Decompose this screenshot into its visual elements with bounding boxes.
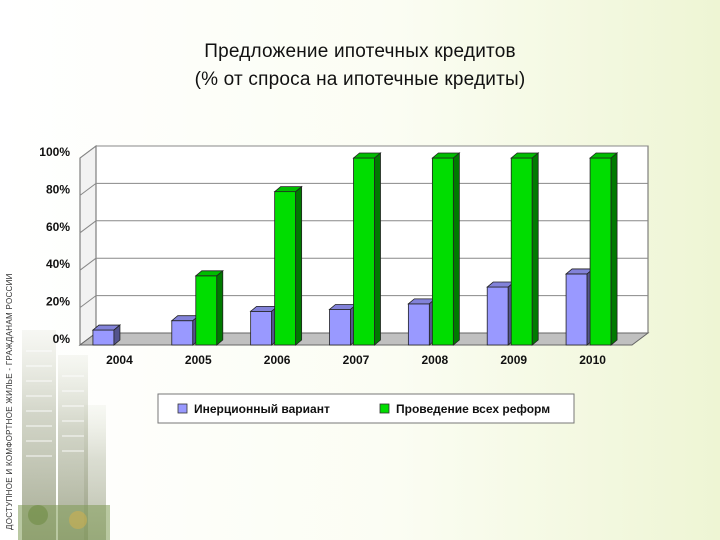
legend-label-inertial: Инерционный вариант	[194, 402, 330, 416]
slide-title: Предложение ипотечных кредитов (% от спр…	[0, 38, 720, 94]
bar-inertial-2010	[564, 268, 595, 346]
bar-inertial-2006	[249, 305, 279, 346]
plot-side-wall	[79, 145, 97, 346]
bar-reforms-2005	[194, 269, 224, 346]
bar-reforms-2008	[431, 152, 461, 346]
y-tick-label: 20%	[46, 295, 70, 309]
bar-inertial-2007	[328, 303, 358, 346]
y-tick-label: 60%	[46, 220, 70, 234]
x-tick-label: 2004	[106, 353, 133, 367]
bar-inertial-2008	[407, 298, 437, 346]
x-tick-label: 2009	[500, 353, 527, 367]
gridline-side	[79, 220, 97, 234]
bar-inertial-2004	[91, 324, 122, 346]
legend-swatch-inertial	[177, 403, 188, 414]
y-tick-label: 0%	[53, 332, 71, 346]
x-tick-label: 2005	[185, 353, 212, 367]
title-line-1: Предложение ипотечных кредитов	[204, 41, 516, 62]
y-tick-label: 40%	[46, 257, 70, 271]
gridline-side	[79, 257, 97, 271]
x-tick-label: 2010	[579, 353, 606, 367]
bar-inertial-2009	[486, 281, 516, 346]
x-tick-label: 2007	[343, 353, 370, 367]
bar-reforms-2010	[588, 152, 619, 346]
gridline-side	[79, 182, 97, 196]
bar-reforms-2007	[352, 152, 382, 346]
x-tick-label: 2008	[422, 353, 449, 367]
bar-reforms-2009	[510, 152, 540, 346]
bar-reforms-2006	[273, 185, 303, 346]
legend-swatch-reforms	[379, 403, 390, 414]
gridline-side	[79, 295, 97, 309]
y-tick-label: 80%	[46, 182, 70, 196]
gridline-side	[79, 145, 97, 159]
x-tick-label: 2006	[264, 353, 291, 367]
chart-legend: Инерционный вариант Проведение всех рефо…	[157, 393, 575, 424]
legend-label-reforms: Проведение всех реформ	[396, 402, 550, 416]
bar-inertial-2005	[170, 314, 200, 346]
apartment-building-illustration	[18, 330, 110, 540]
y-tick-label: 100%	[39, 145, 70, 159]
title-line-2: (% от спроса на ипотечные кредиты)	[194, 69, 526, 90]
